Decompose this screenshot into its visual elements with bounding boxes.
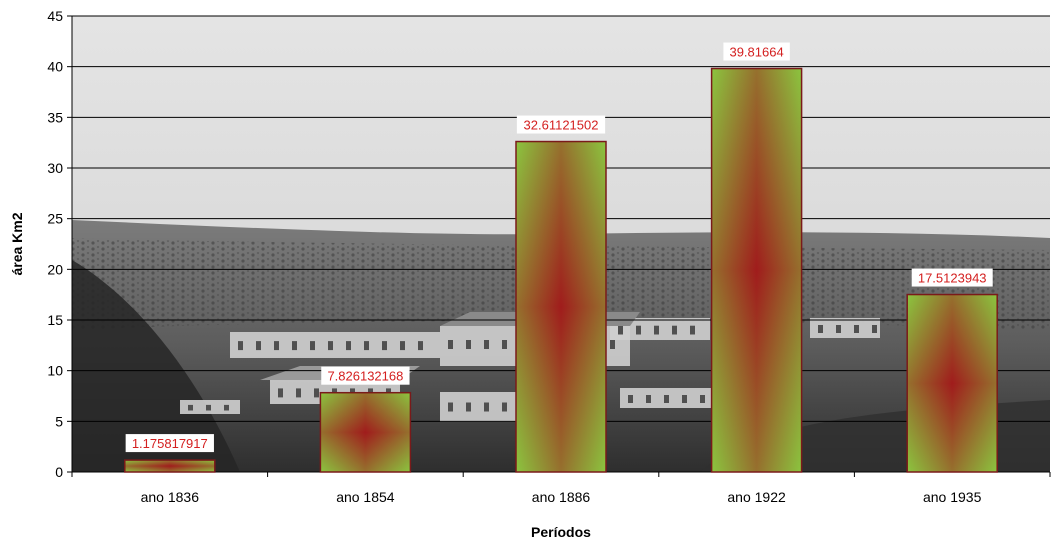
- x-tick-label: ano 1922: [727, 489, 786, 505]
- bars: [124, 67, 998, 473]
- x-tick-label: ano 1836: [141, 489, 200, 505]
- x-axis-title: Períodos: [531, 524, 591, 540]
- y-tick-label: 30: [47, 160, 63, 176]
- data-label: 32.61121502: [516, 115, 606, 134]
- x-tick-label: ano 1854: [336, 489, 395, 505]
- data-label: 39.81664: [723, 42, 790, 61]
- y-tick-labels: 0 5 10 15 20 25 30 35 40 45: [47, 8, 63, 480]
- y-tick-label: 0: [55, 464, 63, 480]
- y-tick-label: 25: [47, 211, 63, 227]
- y-tick-label: 15: [47, 312, 63, 328]
- data-label: 17.5123943: [911, 268, 993, 287]
- x-tick-label: ano 1886: [532, 489, 591, 505]
- data-labels: 1.175817917 7.826132168 32.61121502 39.8166…: [125, 42, 993, 453]
- svg-text:17.5123943: 17.5123943: [918, 271, 987, 286]
- y-tick-label: 35: [47, 109, 63, 125]
- data-label: 1.175817917: [125, 434, 214, 453]
- y-tick-label: 40: [47, 59, 63, 75]
- y-tick-label: 20: [47, 261, 63, 277]
- svg-text:7.826132168: 7.826132168: [327, 369, 403, 384]
- x-tick-labels: ano 1836 ano 1854 ano 1886 ano 1922 ano 1935: [141, 489, 982, 505]
- svg-text:39.81664: 39.81664: [729, 45, 783, 60]
- bar: [515, 140, 607, 473]
- bar: [906, 293, 998, 473]
- y-tick-label: 10: [47, 363, 63, 379]
- data-label: 7.826132168: [321, 366, 410, 385]
- svg-text:1.175817917: 1.175817917: [132, 436, 208, 451]
- svg-text:32.61121502: 32.61121502: [524, 118, 599, 133]
- bar: [319, 391, 412, 473]
- y-tick-label: 5: [55, 413, 63, 429]
- bar: [124, 459, 216, 473]
- y-tick-label: 45: [47, 8, 63, 24]
- bar: [710, 67, 803, 473]
- y-axis-title: área Km2: [9, 212, 25, 275]
- x-tick-label: ano 1935: [923, 489, 982, 505]
